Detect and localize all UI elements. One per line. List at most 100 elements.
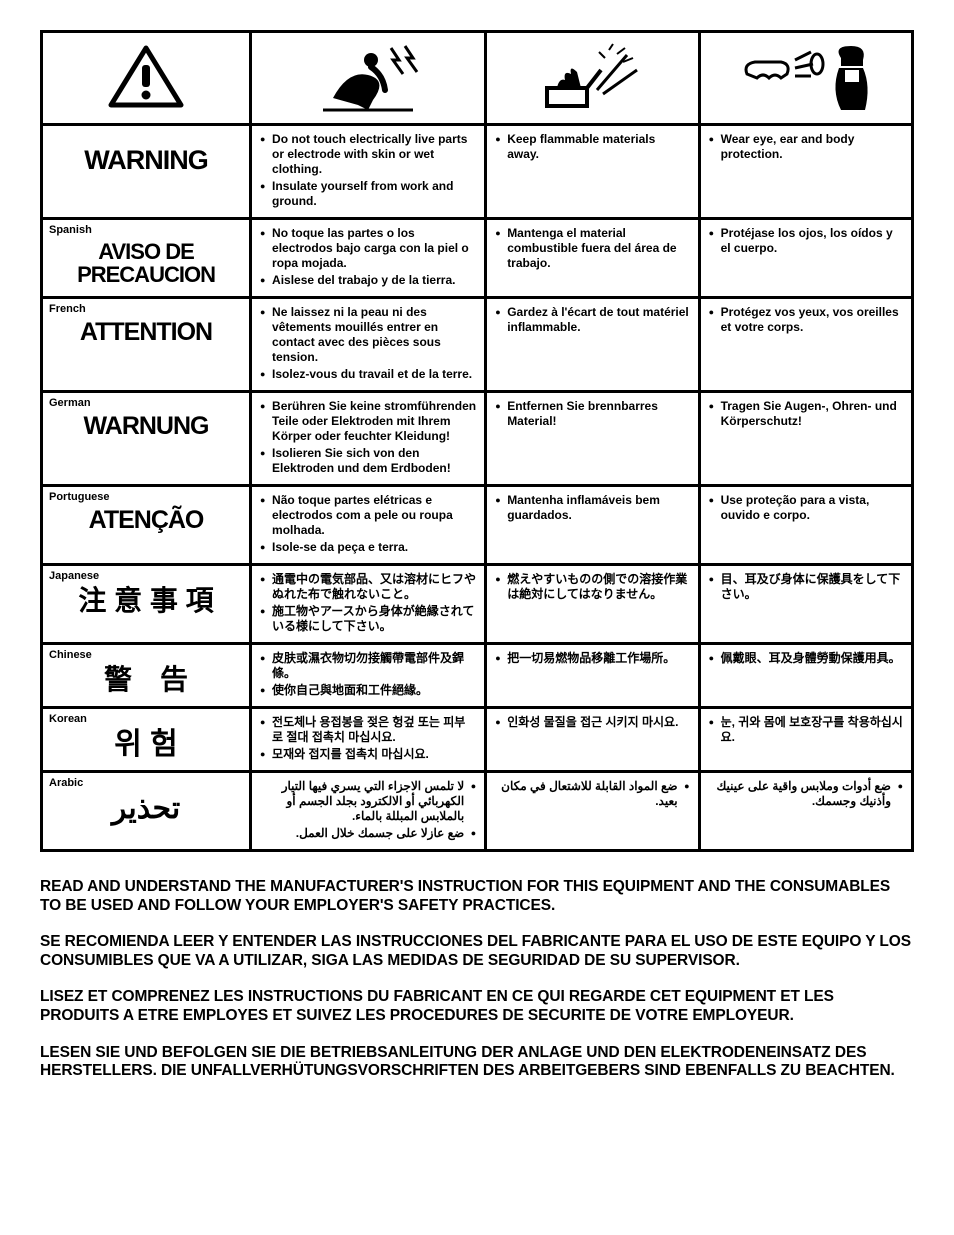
language-heading-cell: Arabicتحذير [42, 772, 251, 851]
warning-table: WARNING Do not touch electrically live pa… [40, 30, 914, 852]
language-heading-cell: WARNING [42, 125, 251, 219]
warning-row: Korean위 험전도체나 용접봉을 젖은 헝겊 또는 피부로 절대 접촉치 마… [42, 708, 913, 772]
warning-text-cell: 燃えやすいものの側での溶接作業は絶対にしてはなりません。 [486, 565, 699, 644]
warning-text-cell: Protéjase los ojos, los oídos y el cuerp… [699, 219, 912, 298]
language-heading-cell: Korean위 험 [42, 708, 251, 772]
language-label: Japanese [49, 570, 99, 582]
warning-text-cell: Do not touch electrically live parts or … [251, 125, 486, 219]
warning-row: FrenchATTENTIONNe laissez ni la peau ni … [42, 298, 913, 392]
warning-row: WARNING Do not touch electrically live pa… [42, 125, 913, 219]
warning-row: Arabicتحذيرلا تلمس الاجزاء التي يسري فيه… [42, 772, 913, 851]
warning-text-cell: Use proteção para a vista, ouvido e corp… [699, 486, 912, 565]
warning-text-cell: Mantenha inflamáveis bem guardados. [486, 486, 699, 565]
warning-text-cell: Não toque partes elétricas e electrodos … [251, 486, 486, 565]
ppe-icon [699, 32, 912, 125]
warning-row: Japanese注 意 事 項通電中の電気部品、又は溶材にヒフやぬれた布で触れな… [42, 565, 913, 644]
warning-bullet: 通電中の電気部品、又は溶材にヒフやぬれた布で触れないこと。 [260, 572, 476, 602]
language-heading-cell: GermanWARNUNG [42, 392, 251, 486]
warning-bullet: Isolieren Sie sich von den Elektroden un… [260, 446, 476, 476]
warning-row: SpanishAVISO DEPRECAUCIONNo toque las pa… [42, 219, 913, 298]
language-label: Portuguese [49, 491, 110, 503]
warning-bullet: Isole-se da peça e terra. [260, 540, 476, 555]
warning-bullet: Wear eye, ear and body protection. [709, 132, 903, 162]
warning-bullet: Use proteção para a vista, ouvido e corp… [709, 493, 903, 523]
warning-row: Chinese警 告皮肤或濕衣物切勿接觸帶電部件及銲條。使你自己與地面和工件絕緣… [42, 644, 913, 708]
warning-bullet: لا تلمس الاجزاء التي يسري فيها التيار ال… [260, 779, 476, 824]
warning-text-cell: 佩戴眼、耳及身體勞動保護用具。 [699, 644, 912, 708]
language-label: German [49, 397, 91, 409]
language-heading-cell: Chinese警 告 [42, 644, 251, 708]
language-label: Korean [49, 713, 87, 725]
warning-triangle-icon [42, 32, 251, 125]
footer-instructions: READ AND UNDERSTAND THE MANUFACTURER'S I… [40, 878, 914, 1081]
warning-heading: WARNING [51, 132, 241, 174]
warning-bullet: Mantenga el material combustible fuera d… [495, 226, 689, 271]
warning-bullet: Entfernen Sie brennbarres Material! [495, 399, 689, 429]
warning-text-cell: 通電中の電気部品、又は溶材にヒフやぬれた布で触れないこと。施工物やアースから身体… [251, 565, 486, 644]
warning-text-cell: 눈, 귀와 몸에 보호장구를 착용하십시요. [699, 708, 912, 772]
warning-bullet: No toque las partes o los electrodos baj… [260, 226, 476, 271]
warning-text-cell: Ne laissez ni la peau ni des vêtements m… [251, 298, 486, 392]
language-heading-cell: Japanese注 意 事 項 [42, 565, 251, 644]
warning-bullet: 모재와 접지를 접촉치 마십시요. [260, 747, 476, 762]
warning-bullet: ضع أدوات وملابس واقية على عينيك وأذنيك و… [709, 779, 903, 809]
warning-bullet: Protéjase los ojos, los oídos y el cuerp… [709, 226, 903, 256]
warning-text-cell: ضع المواد القابلة للاشتعال في مكان بعيد. [486, 772, 699, 851]
safety-document-page: WARNING Do not touch electrically live pa… [0, 0, 954, 1129]
warning-text-cell: ضع أدوات وملابس واقية على عينيك وأذنيك و… [699, 772, 912, 851]
warning-text-cell: Mantenga el material combustible fuera d… [486, 219, 699, 298]
warning-bullet: Do not touch electrically live parts or … [260, 132, 476, 177]
language-heading-cell: PortugueseATENÇÃO [42, 486, 251, 565]
warning-bullet: ضع المواد القابلة للاشتعال في مكان بعيد. [495, 779, 689, 809]
warning-bullet: Mantenha inflamáveis bem guardados. [495, 493, 689, 523]
footer-paragraph: LISEZ ET COMPRENEZ LES INSTRUCTIONS DU F… [40, 988, 914, 1025]
warning-text-cell: 인화성 물질을 접근 시키지 마시요. [486, 708, 699, 772]
warning-bullet: 전도체나 용접봉을 젖은 헝겊 또는 피부로 절대 접촉치 마십시요. [260, 715, 476, 745]
warning-bullet: 燃えやすいものの側での溶接作業は絶対にしてはなりません。 [495, 572, 689, 602]
warning-bullet: 눈, 귀와 몸에 보호장구를 착용하십시요. [709, 715, 903, 745]
warning-bullet: ضع عازلا على جسمك خلال العمل. [260, 826, 476, 841]
language-heading-cell: FrenchATTENTION [42, 298, 251, 392]
warning-bullet: Insulate yourself from work and ground. [260, 179, 476, 209]
warning-bullet: Berühren Sie keine stromführenden Teile … [260, 399, 476, 444]
warning-bullet: 인화성 물질을 접근 시키지 마시요. [495, 715, 689, 730]
language-label: French [49, 303, 86, 315]
language-heading-cell: SpanishAVISO DEPRECAUCION [42, 219, 251, 298]
warning-text-cell: 皮肤或濕衣物切勿接觸帶電部件及銲條。使你自己與地面和工件絕緣。 [251, 644, 486, 708]
warning-bullet: Tragen Sie Augen-, Ohren- und Körperschu… [709, 399, 903, 429]
electric-shock-icon [251, 32, 486, 125]
warning-bullet: Isolez-vous du travail et de la terre. [260, 367, 476, 382]
warning-row: GermanWARNUNGBerühren Sie keine stromfüh… [42, 392, 913, 486]
warning-text-cell: Berühren Sie keine stromführenden Teile … [251, 392, 486, 486]
warning-text-cell: Protégez vos yeux, vos oreilles et votre… [699, 298, 912, 392]
warning-bullet: 把一切易燃物品移離工作場所。 [495, 651, 689, 666]
footer-paragraph: SE RECOMIENDA LEER Y ENTENDER LAS INSTRU… [40, 933, 914, 970]
warning-text-cell: Keep flammable materials away. [486, 125, 699, 219]
warning-text-cell: Entfernen Sie brennbarres Material! [486, 392, 699, 486]
warning-bullet: Não toque partes elétricas e electrodos … [260, 493, 476, 538]
language-label: Arabic [49, 777, 83, 789]
footer-paragraph: LESEN SIE UND BEFOLGEN SIE DIE BETRIEBSA… [40, 1044, 914, 1081]
language-label: Spanish [49, 224, 92, 236]
warning-bullet: Ne laissez ni la peau ni des vêtements m… [260, 305, 476, 365]
warning-text-cell: Wear eye, ear and body protection. [699, 125, 912, 219]
warning-bullet: 佩戴眼、耳及身體勞動保護用具。 [709, 651, 903, 666]
warning-text-cell: لا تلمس الاجزاء التي يسري فيها التيار ال… [251, 772, 486, 851]
warning-bullet: Keep flammable materials away. [495, 132, 689, 162]
language-label: Chinese [49, 649, 92, 661]
warning-bullet: Gardez à l'écart de tout matériel inflam… [495, 305, 689, 335]
warning-row: PortugueseATENÇÃONão toque partes elétri… [42, 486, 913, 565]
warning-bullet: 目、耳及び身体に保護具をして下さい。 [709, 572, 903, 602]
footer-paragraph: READ AND UNDERSTAND THE MANUFACTURER'S I… [40, 878, 914, 915]
warning-bullet: 皮肤或濕衣物切勿接觸帶電部件及銲條。 [260, 651, 476, 681]
warning-bullet: 施工物やアースから身体が絶縁されている様にして下さい。 [260, 604, 476, 634]
fire-hazard-icon [486, 32, 699, 125]
warning-bullet: Aislese del trabajo y de la tierra. [260, 273, 476, 288]
warning-text-cell: No toque las partes o los electrodos baj… [251, 219, 486, 298]
warning-text-cell: Gardez à l'écart de tout matériel inflam… [486, 298, 699, 392]
warning-text-cell: Tragen Sie Augen-, Ohren- und Körperschu… [699, 392, 912, 486]
icon-header-row [42, 32, 913, 125]
warning-bullet: 使你自己與地面和工件絕緣。 [260, 683, 476, 698]
warning-bullet: Protégez vos yeux, vos oreilles et votre… [709, 305, 903, 335]
warning-text-cell: 전도체나 용접봉을 젖은 헝겊 또는 피부로 절대 접촉치 마십시요. 모재와 접… [251, 708, 486, 772]
